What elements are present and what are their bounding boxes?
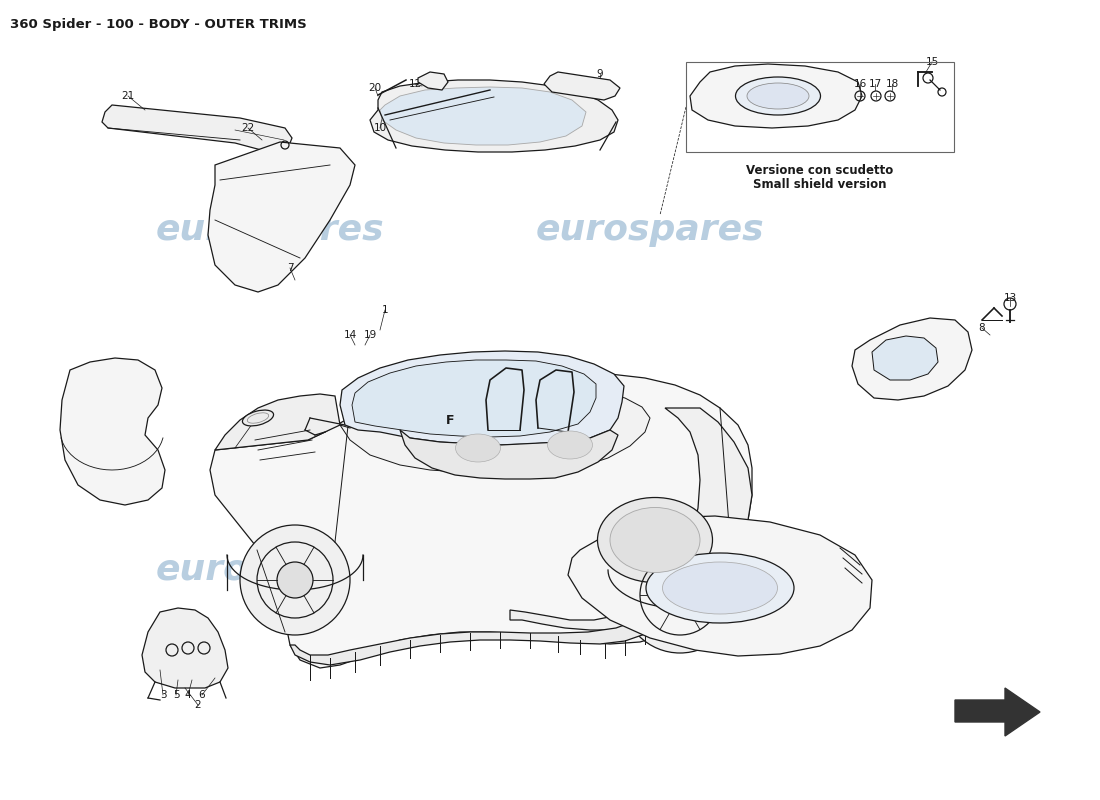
Text: 8: 8: [979, 323, 986, 333]
Polygon shape: [852, 318, 972, 400]
Ellipse shape: [747, 83, 808, 109]
Polygon shape: [142, 608, 228, 688]
Polygon shape: [370, 80, 618, 152]
Text: 7: 7: [287, 263, 294, 273]
Polygon shape: [60, 358, 165, 505]
Text: 9: 9: [596, 69, 603, 79]
Ellipse shape: [597, 498, 713, 582]
Text: Versione con scudetto: Versione con scudetto: [747, 163, 893, 177]
Text: F: F: [446, 414, 454, 426]
Polygon shape: [418, 72, 448, 90]
Text: eurospares: eurospares: [536, 553, 764, 587]
Text: eurospares: eurospares: [156, 213, 384, 247]
Ellipse shape: [455, 434, 500, 462]
Text: 22: 22: [241, 123, 254, 133]
Polygon shape: [340, 351, 624, 445]
Circle shape: [662, 577, 698, 613]
Ellipse shape: [242, 410, 274, 426]
Polygon shape: [340, 386, 650, 474]
Text: eurospares: eurospares: [536, 213, 764, 247]
Polygon shape: [379, 87, 586, 145]
Text: eurospares: eurospares: [156, 553, 384, 587]
Circle shape: [277, 562, 313, 598]
Polygon shape: [214, 394, 340, 450]
Text: 360 Spider - 100 - BODY - OUTER TRIMS: 360 Spider - 100 - BODY - OUTER TRIMS: [10, 18, 307, 31]
Ellipse shape: [548, 431, 593, 459]
Polygon shape: [400, 430, 618, 479]
Text: 4: 4: [185, 690, 191, 700]
Text: 18: 18: [886, 79, 899, 89]
Circle shape: [240, 525, 350, 635]
Ellipse shape: [736, 77, 821, 115]
Text: 3: 3: [160, 690, 166, 700]
Text: 17: 17: [868, 79, 881, 89]
Text: 20: 20: [368, 83, 382, 93]
Polygon shape: [544, 72, 620, 100]
Ellipse shape: [610, 507, 700, 573]
Circle shape: [621, 537, 738, 653]
Polygon shape: [210, 372, 752, 668]
Text: 2: 2: [195, 700, 201, 710]
Text: 13: 13: [1003, 293, 1016, 303]
Polygon shape: [568, 516, 872, 656]
Ellipse shape: [646, 553, 794, 623]
Text: 12: 12: [408, 79, 421, 89]
Polygon shape: [872, 336, 938, 380]
Text: 16: 16: [854, 79, 867, 89]
Ellipse shape: [662, 562, 778, 614]
Polygon shape: [102, 105, 292, 155]
Text: 1: 1: [382, 305, 388, 315]
Text: 6: 6: [199, 690, 206, 700]
Text: 10: 10: [373, 123, 386, 133]
Polygon shape: [690, 64, 862, 128]
Polygon shape: [352, 360, 596, 437]
Text: 11: 11: [385, 113, 398, 123]
Text: 19: 19: [363, 330, 376, 340]
Text: Small shield version: Small shield version: [754, 178, 887, 191]
Polygon shape: [955, 688, 1040, 736]
Text: 15: 15: [925, 57, 938, 67]
Polygon shape: [208, 142, 355, 292]
Text: 14: 14: [343, 330, 356, 340]
Polygon shape: [290, 608, 666, 665]
Polygon shape: [510, 408, 752, 630]
Text: 5: 5: [173, 690, 179, 700]
Text: 21: 21: [121, 91, 134, 101]
